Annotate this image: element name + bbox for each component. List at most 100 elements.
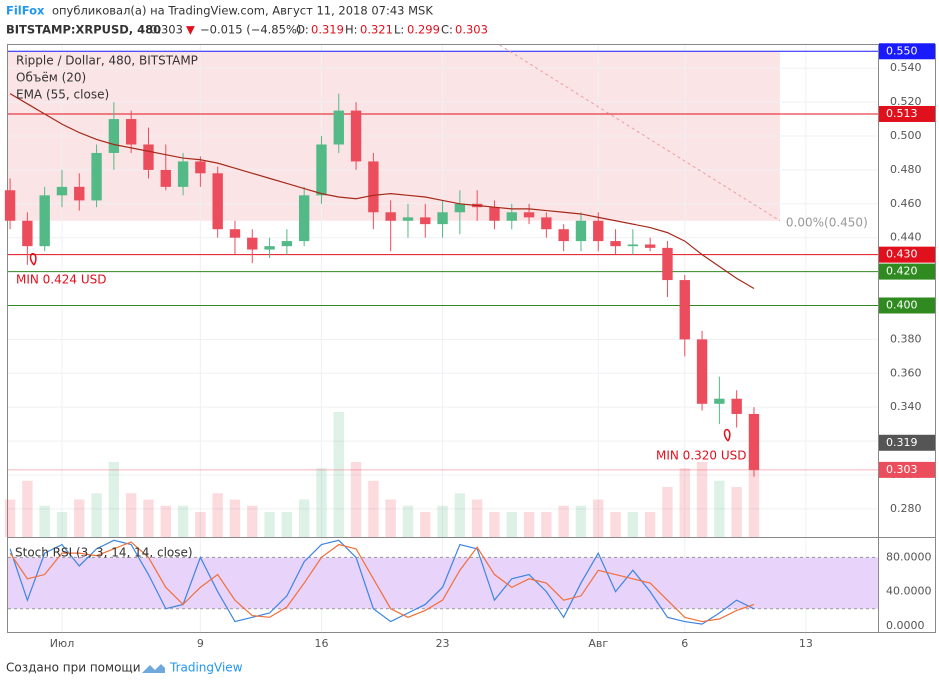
- x-tick-label: 9: [197, 637, 204, 650]
- volume-bar: [350, 462, 362, 537]
- y-tick-label: 0.500: [890, 129, 922, 142]
- l-label: L:: [394, 23, 404, 37]
- volume-bar: [143, 499, 154, 537]
- candle-body: [541, 217, 552, 230]
- volume-bar: [4, 499, 16, 537]
- o-label: O:: [296, 23, 309, 37]
- x-tick-label: 16: [314, 637, 328, 650]
- volume-bar: [333, 412, 344, 537]
- candle-body: [402, 217, 414, 221]
- candle-body: [22, 220, 33, 247]
- level-label: 0.400: [886, 298, 918, 311]
- volume-bar: [679, 468, 690, 537]
- logo[interactable]: [142, 664, 165, 673]
- volume-bar: [160, 505, 171, 537]
- level-tag: [879, 43, 935, 60]
- stoch-line: [9, 539, 755, 625]
- candle-body: [679, 280, 690, 340]
- level-tag: [879, 263, 935, 280]
- y-tick-label: 0.480: [890, 163, 922, 176]
- level-tag: [879, 105, 935, 122]
- published: опубликовал(а) на TradingView.com, Авгус…: [52, 4, 433, 18]
- indicator: Объём (20): [16, 71, 86, 85]
- level-label: 0.319: [886, 436, 918, 449]
- candle-body: [696, 339, 708, 404]
- level-label: 0.513: [886, 107, 918, 120]
- volume-bar: [39, 505, 50, 537]
- candle-body: [420, 217, 431, 225]
- author[interactable]: FilFox: [6, 4, 45, 18]
- candle-body: [74, 186, 85, 201]
- stoch-line: [9, 541, 755, 623]
- level-tag: [879, 297, 935, 314]
- volume-bar: [177, 505, 189, 537]
- annotation: MIN 0.424 USD: [16, 273, 107, 287]
- volume-bar: [247, 505, 258, 537]
- arrow: ▼: [186, 23, 195, 37]
- fib-label: 0.00%(0.450): [786, 215, 868, 229]
- candle-body: [506, 212, 517, 221]
- brand[interactable]: TradingView: [169, 661, 243, 675]
- volume-bar: [558, 505, 569, 537]
- y-tick-label: 0.520: [890, 95, 922, 108]
- candle-body: [212, 173, 223, 230]
- candle-body: [454, 203, 466, 213]
- stoch-title: Stoch RSI (3, 3, 14, 14, close): [15, 546, 193, 560]
- candle-body: [39, 195, 50, 247]
- volume-bar: [108, 462, 120, 537]
- volume-bar: [662, 487, 673, 537]
- candle-body: [56, 186, 68, 196]
- volume-bar: [402, 505, 414, 537]
- candle-body: [385, 212, 396, 221]
- level-label: 0.420: [886, 265, 918, 278]
- volume-bar: [56, 512, 68, 537]
- x-tick-label: Авг: [588, 637, 608, 650]
- x-tick-label: Июл: [50, 637, 75, 650]
- volume-bar: [74, 499, 85, 537]
- candle-body: [229, 229, 241, 238]
- volume-bar: [212, 493, 223, 537]
- h-label: H:: [345, 23, 358, 37]
- x-tick-label: 6: [681, 637, 688, 650]
- indicator: EMA (55, close): [16, 88, 109, 102]
- candle-body: [350, 110, 362, 162]
- frame: [7, 44, 936, 633]
- y-tick-label: 0.360: [890, 366, 922, 379]
- y-tick-label: 0.340: [890, 400, 922, 413]
- candle-body: [333, 110, 344, 145]
- volume-bar: [454, 493, 466, 537]
- candle-body: [489, 207, 500, 221]
- annotation: MIN 0.320 USD: [656, 449, 747, 463]
- ema-line: [9, 93, 755, 290]
- level-tag: [879, 246, 935, 263]
- volume-bar: [125, 493, 137, 537]
- volume-bar: [489, 512, 500, 537]
- volume-bar: [316, 468, 327, 537]
- volume-bar: [644, 512, 656, 537]
- y-tick-label: 0.380: [890, 332, 922, 345]
- candle-body: [91, 152, 102, 201]
- candle-body: [368, 161, 379, 213]
- symbol: BITSTAMP:XRPUSD, 480: [6, 23, 161, 37]
- candle-body: [195, 161, 206, 174]
- volume-bar: [264, 512, 275, 537]
- candle-body: [748, 413, 760, 470]
- volume-bar: [298, 499, 310, 537]
- candle-body: [247, 237, 258, 250]
- candle-body: [558, 229, 569, 242]
- candle-body: [662, 247, 673, 281]
- fib-line: [499, 44, 781, 222]
- candle-body: [4, 190, 16, 221]
- stoch-tick-label: 40.0000: [886, 585, 932, 598]
- y-tick-label: 0.460: [890, 197, 922, 210]
- footer-text: Создано при помощи: [6, 661, 141, 675]
- volume-bar: [281, 512, 293, 537]
- o: 0.319: [311, 23, 344, 37]
- candle-body: [264, 246, 275, 250]
- c: 0.303: [455, 23, 488, 37]
- candle-body: [143, 144, 154, 170]
- volume-bar: [575, 505, 587, 537]
- level-label: 0.550: [886, 44, 918, 57]
- change: −0.015 (−4.85%): [200, 23, 301, 37]
